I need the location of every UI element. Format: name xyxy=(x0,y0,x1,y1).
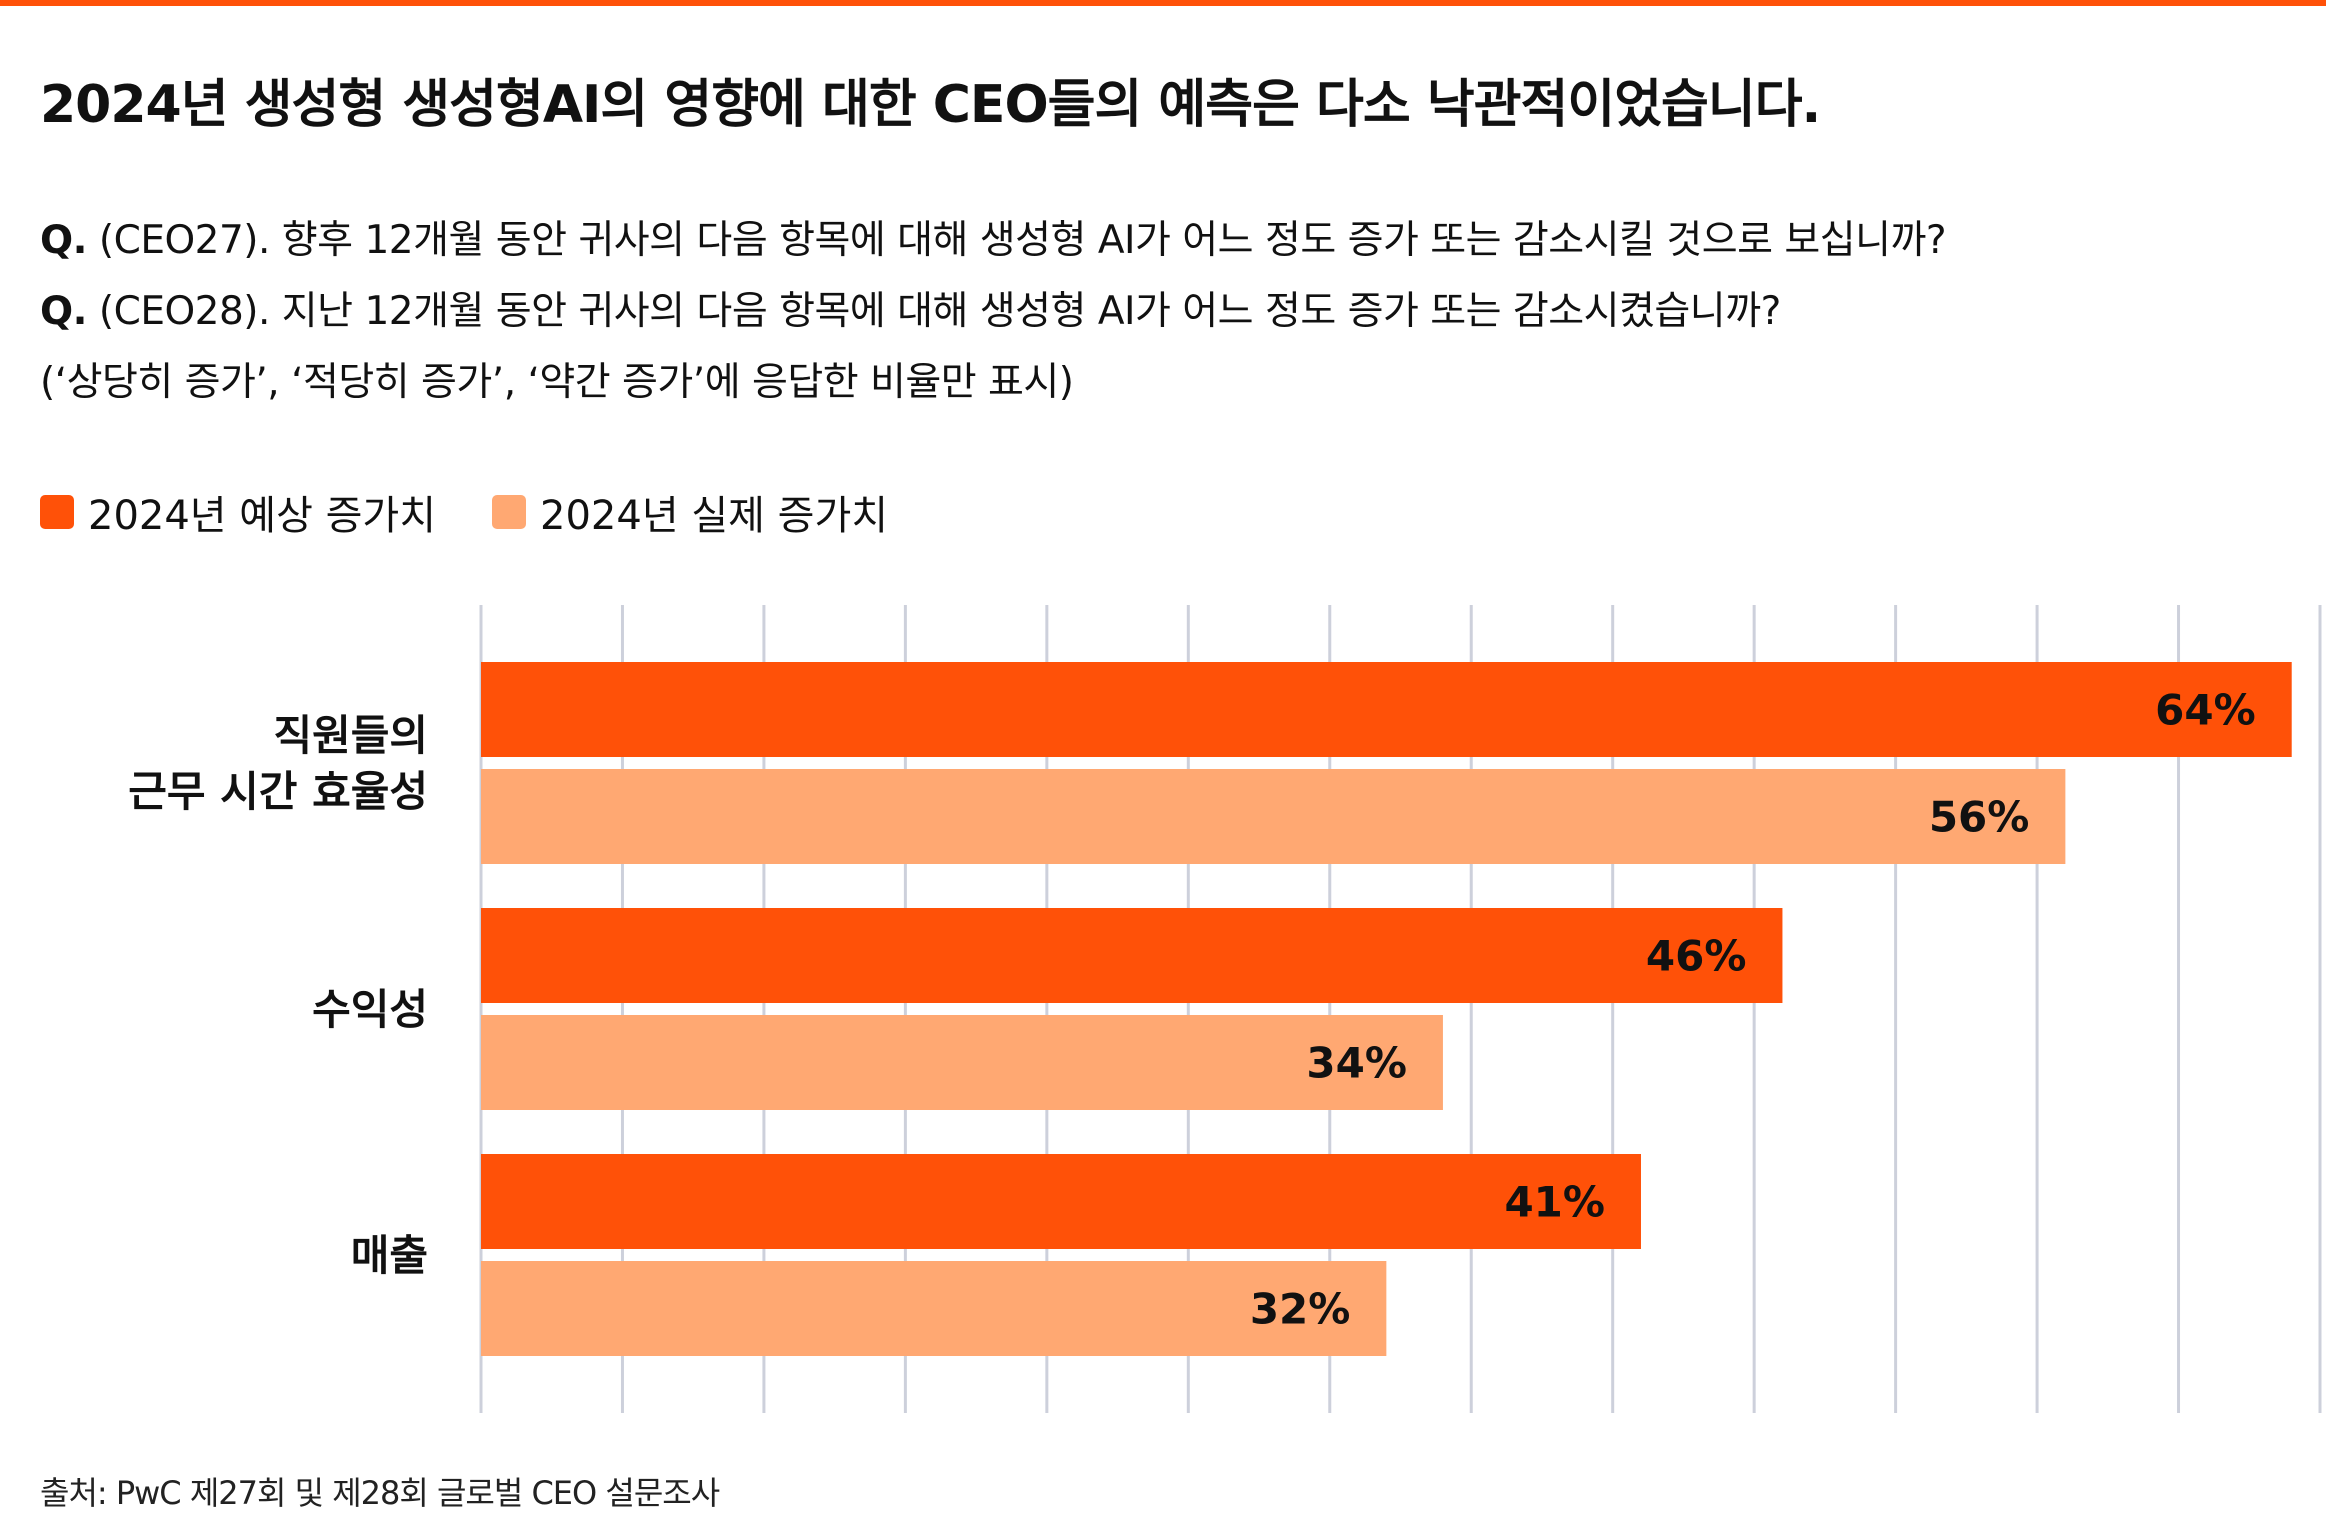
question-text: (CEO28). 지난 12개월 동안 귀사의 다음 항목에 대해 생성형 AI… xyxy=(86,289,1781,334)
bar-actual xyxy=(481,1015,1443,1110)
data-label-expected: 46% xyxy=(1646,932,1747,981)
category-label: 수익성 xyxy=(312,985,428,1034)
legend-label-expected: 2024년 예상 증가치 xyxy=(88,493,437,539)
legend-swatch-expected xyxy=(40,495,74,529)
bar-expected xyxy=(481,662,2292,757)
question-block: Q. (CEO27). 향후 12개월 동안 귀사의 다음 항목에 대해 생성형… xyxy=(40,205,1947,418)
top-accent-rule xyxy=(0,0,2326,6)
question-prefix: Q. xyxy=(40,289,87,334)
response-note: (‘상당히 증가’, ‘적당히 증가’, ‘약간 증가’에 응답한 비율만 표시… xyxy=(40,360,1074,405)
question-text: (CEO27). 향후 12개월 동안 귀사의 다음 항목에 대해 생성형 AI… xyxy=(86,218,1947,263)
legend-label-actual: 2024년 실제 증가치 xyxy=(540,493,889,539)
bar-actual xyxy=(481,769,2066,864)
question-ceo27: Q. (CEO27). 향후 12개월 동안 귀사의 다음 항목에 대해 생성형… xyxy=(40,205,1947,276)
page-title: 2024년 생성형 생성형AI의 영향에 대한 CEO들의 예측은 다소 낙관적… xyxy=(40,75,1821,135)
bar-expected xyxy=(481,908,1783,1003)
category-label: 매출 xyxy=(351,1231,428,1280)
chart-legend: 2024년 예상 증가치 2024년 실제 증가치 xyxy=(40,482,944,542)
category-label: 직원들의 xyxy=(273,711,428,760)
legend-swatch-actual xyxy=(492,495,527,529)
category-label: 근무 시간 효율성 xyxy=(128,767,428,816)
bar-expected xyxy=(481,1154,1641,1249)
source-note: 출처: PwC 제27회 및 제28회 글로벌 CEO 설문조사 xyxy=(40,1474,720,1512)
question-ceo28: Q. (CEO28). 지난 12개월 동안 귀사의 다음 항목에 대해 생성형… xyxy=(40,276,1946,347)
bar-actual xyxy=(481,1261,1387,1356)
legend-item-actual: 2024년 실제 증가치 xyxy=(492,483,888,541)
legend-item-expected: 2024년 예상 증가치 xyxy=(40,483,436,541)
data-label-actual: 34% xyxy=(1306,1039,1407,1088)
data-label-actual: 56% xyxy=(1929,793,2030,842)
data-label-expected: 64% xyxy=(2155,686,2256,735)
data-label-actual: 32% xyxy=(1250,1285,1351,1334)
data-label-expected: 41% xyxy=(1504,1178,1605,1227)
question-prefix: Q. xyxy=(40,218,87,263)
